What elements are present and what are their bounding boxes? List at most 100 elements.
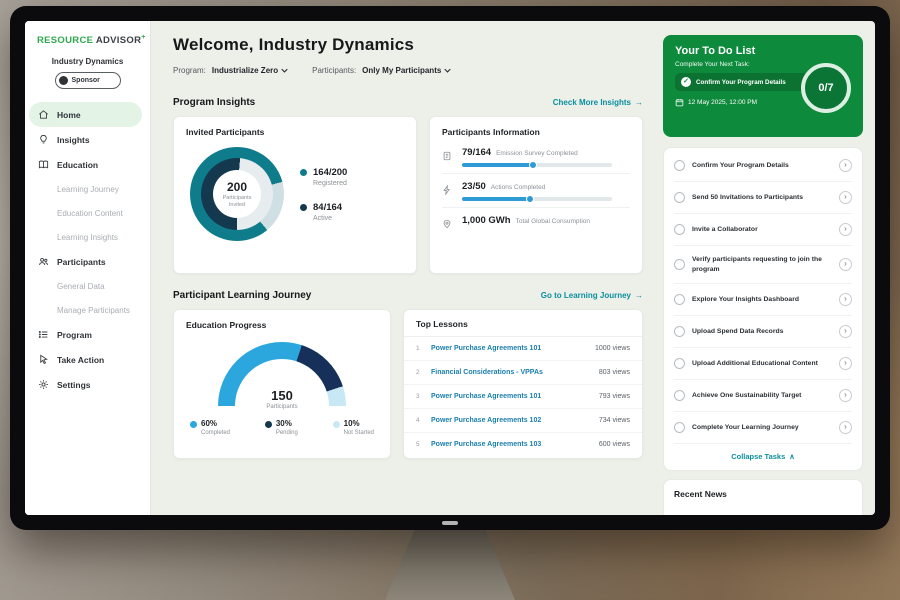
sidebar-item-general-data[interactable]: General Data [25, 274, 150, 298]
checkbox-icon[interactable] [674, 259, 685, 270]
sidebar-item-learning-insights[interactable]: Learning Insights [25, 225, 150, 249]
chevron-right-icon[interactable]: › [839, 159, 852, 172]
sidebar-item-education[interactable]: Education [25, 152, 150, 177]
sidebar-item-label: Program [57, 330, 92, 340]
lesson-views: 803 views [599, 369, 630, 376]
lesson-link[interactable]: Power Purchase Agreements 101 [431, 393, 592, 400]
lesson-link[interactable]: Power Purchase Agreements 101 [431, 345, 588, 352]
people-icon [38, 256, 50, 268]
chevron-right-icon[interactable]: › [839, 389, 852, 402]
lesson-views: 734 views [599, 417, 630, 424]
chevron-right-icon[interactable]: › [839, 357, 852, 370]
list-icon [38, 329, 50, 341]
dashboard-screen: RESOURCE ADVISOR+ Industry Dynamics Spon… [25, 21, 875, 515]
info-value: 23/50 [462, 181, 486, 192]
sidebar-item-label: General Data [57, 282, 105, 291]
task-row[interactable]: Complete Your Learning Journey › [674, 412, 852, 444]
check-icon: ✓ [681, 77, 691, 87]
task-row[interactable]: Upload Spend Data Records › [674, 316, 852, 348]
sidebar-item-home[interactable]: Home [29, 102, 142, 127]
task-row[interactable]: Invite a Collaborator › [674, 214, 852, 246]
task-row[interactable]: Upload Additional Educational Content › [674, 348, 852, 380]
todo-title: Your To Do List [675, 45, 851, 57]
main-content: Welcome, Industry Dynamics Program: Indu… [151, 21, 657, 515]
task-row[interactable]: Send 50 Invitations to Participants › [674, 182, 852, 214]
task-row[interactable]: Confirm Your Program Details › [674, 150, 852, 182]
checkbox-icon[interactable] [674, 358, 685, 369]
participants-select-value: Only My Participants [362, 66, 441, 75]
power-led [442, 521, 458, 525]
home-icon [38, 109, 50, 121]
legend-value: 84/164 [313, 202, 342, 213]
progress-bar [462, 197, 612, 201]
lesson-link[interactable]: Power Purchase Agreements 103 [431, 441, 592, 448]
task-row[interactable]: Achieve One Sustainability Target › [674, 380, 852, 412]
task-row[interactable]: Verify participants requesting to join t… [674, 246, 852, 284]
lesson-link[interactable]: Financial Considerations - VPPAs [431, 369, 592, 376]
sidebar-item-settings[interactable]: Settings [25, 372, 150, 397]
sidebar-item-insights[interactable]: Insights [25, 127, 150, 152]
checkbox-icon[interactable] [674, 390, 685, 401]
chevron-right-icon[interactable]: › [839, 293, 852, 306]
sidebar-item-education-content[interactable]: Education Content [25, 201, 150, 225]
sidebar-item-label: Manage Participants [57, 306, 130, 315]
donut-legend: 164/200 Registered 84/164 Active [300, 167, 347, 222]
program-select-value: Industrialize Zero [212, 66, 278, 75]
todo-progress-ring: 0/7 [801, 63, 851, 113]
lesson-row: 5 Power Purchase Agreements 103 600 view… [404, 433, 642, 456]
task-row[interactable]: Explore Your Insights Dashboard › [674, 284, 852, 316]
sponsor-label: Sponsor [72, 77, 100, 84]
participants-select[interactable]: Only My Participants [362, 66, 451, 75]
donut-center-label: Participants Invited [219, 195, 255, 209]
lesson-views: 600 views [599, 441, 630, 448]
chevron-right-icon[interactable]: › [839, 421, 852, 434]
collapse-label: Collapse Tasks [731, 452, 785, 461]
sidebar-item-label: Take Action [57, 355, 104, 365]
lesson-row: 4 Power Purchase Agreements 102 734 view… [404, 409, 642, 433]
checkbox-icon[interactable] [674, 422, 685, 433]
pointer-icon [38, 354, 50, 366]
legend-label: Completed [201, 430, 230, 436]
chevron-right-icon[interactable]: › [839, 191, 852, 204]
task-label: Verify participants requesting to join t… [692, 255, 832, 274]
next-task-pill[interactable]: ✓ Confirm Your Program Details [675, 73, 815, 91]
chevron-right-icon[interactable]: › [839, 325, 852, 338]
link-label: Go to Learning Journey [541, 291, 631, 300]
sidebar-item-participants[interactable]: Participants [25, 249, 150, 274]
card-title: Participants Information [430, 117, 642, 137]
legend-dot-icon [300, 204, 307, 211]
collapse-tasks-link[interactable]: Collapse Tasks ∧ [674, 444, 852, 468]
check-more-insights-link[interactable]: Check More Insights → [553, 98, 643, 107]
due-date-text: 12 May 2025, 12:00 PM [688, 99, 757, 106]
legend-item-registered: 164/200 Registered [300, 167, 347, 187]
checkbox-icon[interactable] [674, 326, 685, 337]
todo-column: Your To Do List Complete Your Next Task:… [657, 21, 875, 515]
info-value: 1,000 GWh [462, 215, 511, 226]
sidebar-nav: Home Insights Education Learning Journey [25, 102, 150, 397]
invited-participants-donut-chart: 200 Participants Invited [190, 147, 284, 241]
sponsor-badge[interactable]: Sponsor [55, 72, 121, 89]
legend-dot-icon [190, 421, 197, 428]
checkbox-icon[interactable] [674, 160, 685, 171]
checkbox-icon[interactable] [674, 294, 685, 305]
legend-dot-icon [265, 421, 272, 428]
sidebar-item-manage-participants[interactable]: Manage Participants [25, 298, 150, 322]
legend-label: Not Started [344, 430, 374, 436]
chevron-right-icon[interactable]: › [839, 223, 852, 236]
sidebar-item-take-action[interactable]: Take Action [25, 347, 150, 372]
checkbox-icon[interactable] [674, 224, 685, 235]
calendar-icon [675, 98, 684, 107]
sidebar: RESOURCE ADVISOR+ Industry Dynamics Spon… [25, 21, 151, 515]
arrow-right-icon: → [635, 291, 643, 300]
program-select[interactable]: Industrialize Zero [212, 66, 288, 75]
sidebar-item-program[interactable]: Program [25, 322, 150, 347]
go-to-learning-journey-link[interactable]: Go to Learning Journey → [541, 291, 643, 300]
checkbox-icon[interactable] [674, 192, 685, 203]
lesson-rank: 1 [416, 345, 424, 352]
chevron-right-icon[interactable]: › [839, 258, 852, 271]
sidebar-item-learning-journey[interactable]: Learning Journey [25, 177, 150, 201]
participants-information-card: Participants Information 79/164 Emission… [429, 116, 643, 274]
lesson-link[interactable]: Power Purchase Agreements 102 [431, 417, 592, 424]
task-label: Invite a Collaborator [692, 225, 832, 235]
logo-plus-text: + [141, 34, 145, 41]
